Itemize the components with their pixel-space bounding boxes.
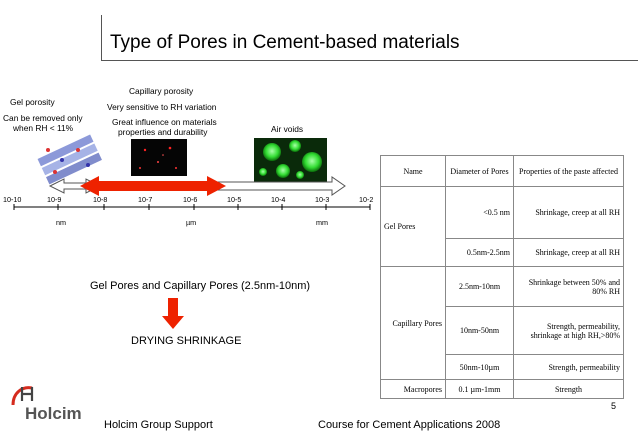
pores-table: Name Diameter of Pores Properties of the… — [380, 155, 624, 399]
tick-label: 10-5 — [227, 195, 242, 204]
tick-label: 10-8 — [93, 195, 108, 204]
properties-cell: Shrinkage between 50% and 80% RH — [513, 266, 624, 307]
header-diameter: Diameter of Pores — [445, 155, 514, 187]
diameter-cell: 50nm-10µm — [445, 354, 514, 380]
pore-name-macro: Macropores — [380, 379, 446, 399]
diameter-cell: 10nm-50nm — [445, 306, 514, 355]
pore-size-diagram — [13, 134, 371, 210]
properties-cell: Strength, permeability — [513, 354, 624, 380]
air-voids-micrograph-image — [254, 138, 327, 182]
pore-size-axis — [13, 204, 371, 210]
tick-label: 10-10 — [3, 195, 22, 204]
title-vertical-rule — [101, 15, 102, 61]
air-voids-title: Air voids — [271, 124, 304, 134]
page-number: 5 — [611, 401, 617, 411]
tick-label: 10-6 — [183, 195, 198, 204]
pore-name-gel: Gel Pores — [380, 186, 446, 267]
diameter-cell: <0.5 nm — [445, 186, 514, 239]
gel-structure-image — [37, 134, 102, 185]
pore-range-text: Gel Pores and Capillary Pores (2.5nm-10n… — [90, 280, 311, 292]
diameter-cell: 0.1 µm-1mm — [445, 379, 514, 399]
tick-label: 10-2 — [359, 195, 374, 204]
tick-label: 10-9 — [47, 195, 62, 204]
air-voids-range-arrow — [209, 176, 346, 196]
properties-cell: Strength — [513, 379, 624, 399]
table-row: 0.5nm-2.5nm Shrinkage, creep at all RH — [381, 238, 624, 267]
diameter-cell: 2.5nm-10nm — [445, 266, 514, 307]
capillary-porosity-line2: Great influence on materials — [112, 117, 217, 127]
holcim-logo: Holcim — [10, 383, 95, 423]
gel-porosity-line2: when RH < 11% — [13, 123, 74, 133]
pore-name-capillary: Capillary Pores — [380, 266, 446, 380]
header-name: Name — [380, 155, 446, 187]
gel-porosity-title: Gel porosity — [10, 97, 55, 107]
down-arrow-icon — [162, 298, 184, 329]
diameter-cell: 0.5nm-2.5nm — [445, 238, 514, 267]
table-row: Macropores 0.1 µm-1mm Strength — [380, 379, 624, 399]
footer-left-text: Holcim Group Support — [104, 419, 213, 431]
tick-label: 10-4 — [271, 195, 286, 204]
footer-right-text: Course for Cement Applications 2008 — [318, 419, 501, 431]
capillary-porosity-line3: properties and durability — [118, 127, 208, 137]
title-horizontal-rule — [101, 60, 638, 61]
drying-shrinkage-text: DRYING SHRINKAGE — [131, 335, 242, 347]
properties-cell: Shrinkage, creep at all RH — [513, 186, 624, 239]
unit-label-um: µm — [186, 218, 197, 227]
table-row: 50nm-10µm Strength, permeability — [381, 354, 624, 380]
svg-text:Holcim: Holcim — [25, 404, 82, 423]
holcim-wordmark: Holcim — [25, 404, 82, 423]
properties-cell: Strength, permeability, shrinkage at hig… — [513, 306, 624, 355]
tick-label: 10-7 — [138, 195, 153, 204]
tick-label: 10-3 — [315, 195, 330, 204]
capillary-micrograph-image — [131, 139, 187, 176]
capillary-porosity-title: Capillary porosity — [129, 86, 194, 96]
table-row: Gel Pores <0.5 nm Shrinkage, creep at al… — [380, 186, 624, 267]
unit-label-mm: mm — [316, 218, 328, 227]
unit-label-nm: nm — [56, 218, 66, 227]
capillary-range-arrow — [80, 176, 226, 196]
header-properties: Properties of the paste affected — [513, 155, 624, 187]
table-header-row: Name Diameter of Pores Properties of the… — [380, 155, 624, 187]
slide-title: Type of Pores in Cement-based materials — [110, 32, 460, 53]
capillary-porosity-line1: Very sensitive to RH variation — [107, 102, 217, 112]
holcim-mark-icon — [11, 386, 34, 406]
table-row: Capillary Pores 2.5nm-10nm Shrinkage bet… — [380, 266, 624, 380]
properties-cell: Shrinkage, creep at all RH — [513, 238, 624, 267]
gel-porosity-line1: Can be removed only — [3, 113, 83, 123]
